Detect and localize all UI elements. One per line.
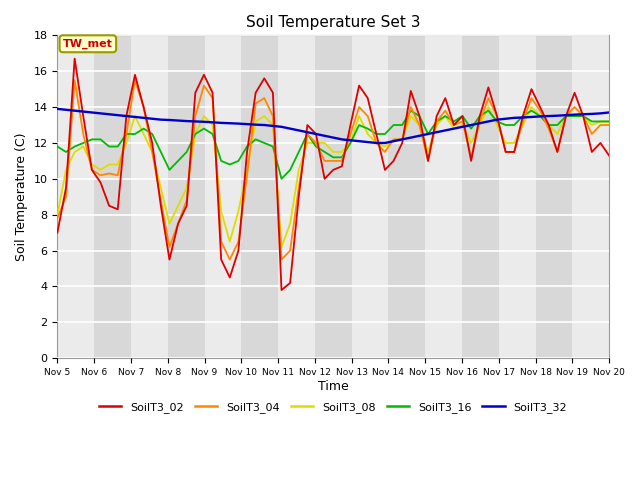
- Text: TW_met: TW_met: [63, 38, 113, 49]
- Bar: [462, 36, 499, 358]
- Y-axis label: Soil Temperature (C): Soil Temperature (C): [15, 132, 28, 261]
- Bar: [94, 36, 131, 358]
- Bar: [388, 36, 425, 358]
- Bar: [315, 36, 351, 358]
- Legend: SoilT3_02, SoilT3_04, SoilT3_08, SoilT3_16, SoilT3_32: SoilT3_02, SoilT3_04, SoilT3_08, SoilT3_…: [95, 397, 572, 417]
- X-axis label: Time: Time: [318, 380, 349, 393]
- Title: Soil Temperature Set 3: Soil Temperature Set 3: [246, 15, 420, 30]
- Bar: [168, 36, 205, 358]
- Bar: [241, 36, 278, 358]
- Bar: [536, 36, 572, 358]
